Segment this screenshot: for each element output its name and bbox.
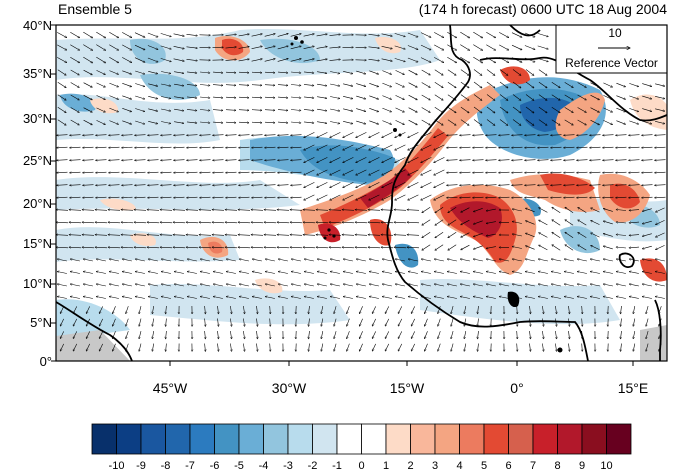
colorbar-box <box>239 424 264 454</box>
colorbar-box <box>558 424 583 454</box>
colorbar-box <box>460 424 485 454</box>
colorbar-box <box>215 424 240 454</box>
colorbar-box <box>386 424 411 454</box>
colorbar-box <box>509 424 534 454</box>
no-data-region <box>640 325 667 361</box>
colorbar-box <box>117 424 142 454</box>
colorbar-box <box>92 424 117 454</box>
colorbar-box <box>313 424 338 454</box>
colorbar-box <box>166 424 191 454</box>
colorbar-box <box>288 424 313 454</box>
colorbar-box <box>411 424 436 454</box>
colorbar-box <box>190 424 215 454</box>
colorbar-box <box>264 424 289 454</box>
colorbar <box>92 424 631 454</box>
colorbar-box <box>533 424 558 454</box>
anomaly-field <box>56 25 667 361</box>
reference-vector-label: Reference Vector <box>556 56 667 70</box>
colorbar-box <box>362 424 387 454</box>
colorbar-tick-label: 10 <box>592 460 622 472</box>
reference-vector-magnitude: 10 <box>600 26 630 40</box>
colorbar-box <box>607 424 632 454</box>
colorbar-box <box>582 424 607 454</box>
colorbar-box <box>141 424 166 454</box>
colorbar-box <box>337 424 362 454</box>
colorbar-box <box>435 424 460 454</box>
colorbar-box <box>484 424 509 454</box>
